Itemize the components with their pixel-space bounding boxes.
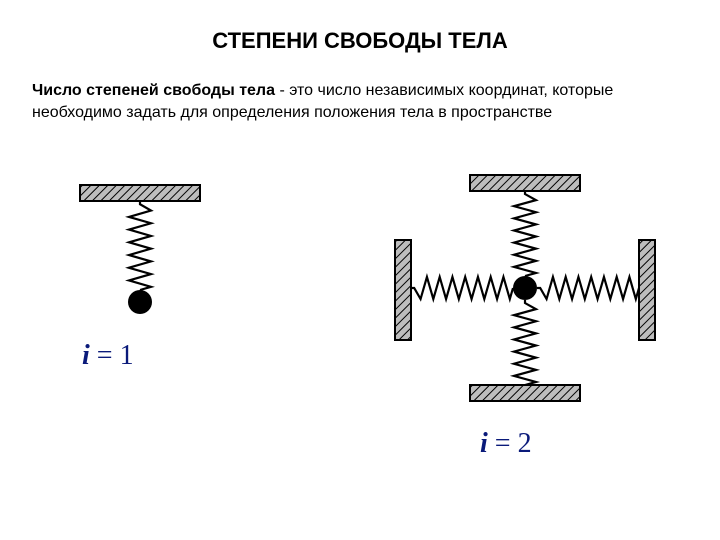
eq1-rest: = 1 xyxy=(90,340,134,371)
definition-text: Число степеней свободы тела - это число … xyxy=(32,80,688,123)
eq1-var: i xyxy=(82,340,90,371)
definition-term: Число степеней свободы тела xyxy=(32,82,275,99)
eq2-var: i xyxy=(480,428,488,459)
page-title: СТЕПЕНИ СВОБОДЫ ТЕЛА xyxy=(0,28,720,54)
equation-i1: i = 1 xyxy=(82,340,134,372)
diagram-i2 xyxy=(390,170,660,410)
eq2-rest: = 2 xyxy=(488,428,532,459)
diagram-i1 xyxy=(70,180,220,330)
equation-i2: i = 2 xyxy=(480,428,532,460)
